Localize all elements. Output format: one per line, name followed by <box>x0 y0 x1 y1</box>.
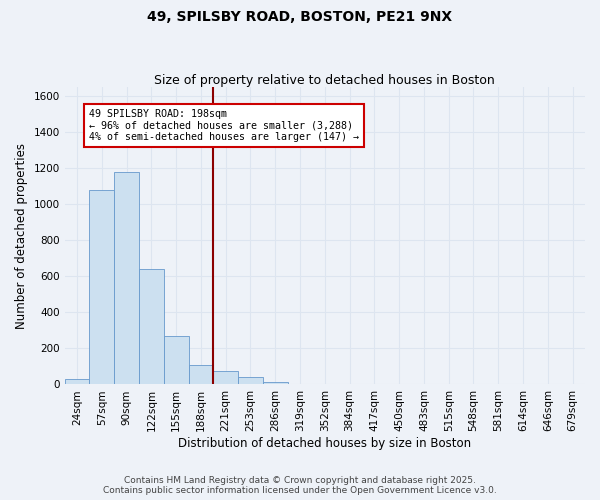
Bar <box>263 382 287 384</box>
Bar <box>164 336 188 384</box>
Bar <box>114 172 139 384</box>
X-axis label: Distribution of detached houses by size in Boston: Distribution of detached houses by size … <box>178 437 472 450</box>
Bar <box>214 371 238 384</box>
Y-axis label: Number of detached properties: Number of detached properties <box>15 142 28 328</box>
Title: Size of property relative to detached houses in Boston: Size of property relative to detached ho… <box>154 74 495 87</box>
Bar <box>238 377 263 384</box>
Bar <box>89 190 114 384</box>
Text: 49 SPILSBY ROAD: 198sqm
← 96% of detached houses are smaller (3,288)
4% of semi-: 49 SPILSBY ROAD: 198sqm ← 96% of detache… <box>89 108 359 142</box>
Bar <box>188 364 214 384</box>
Bar <box>139 269 164 384</box>
Text: 49, SPILSBY ROAD, BOSTON, PE21 9NX: 49, SPILSBY ROAD, BOSTON, PE21 9NX <box>148 10 452 24</box>
Text: Contains HM Land Registry data © Crown copyright and database right 2025.
Contai: Contains HM Land Registry data © Crown c… <box>103 476 497 495</box>
Bar <box>65 379 89 384</box>
